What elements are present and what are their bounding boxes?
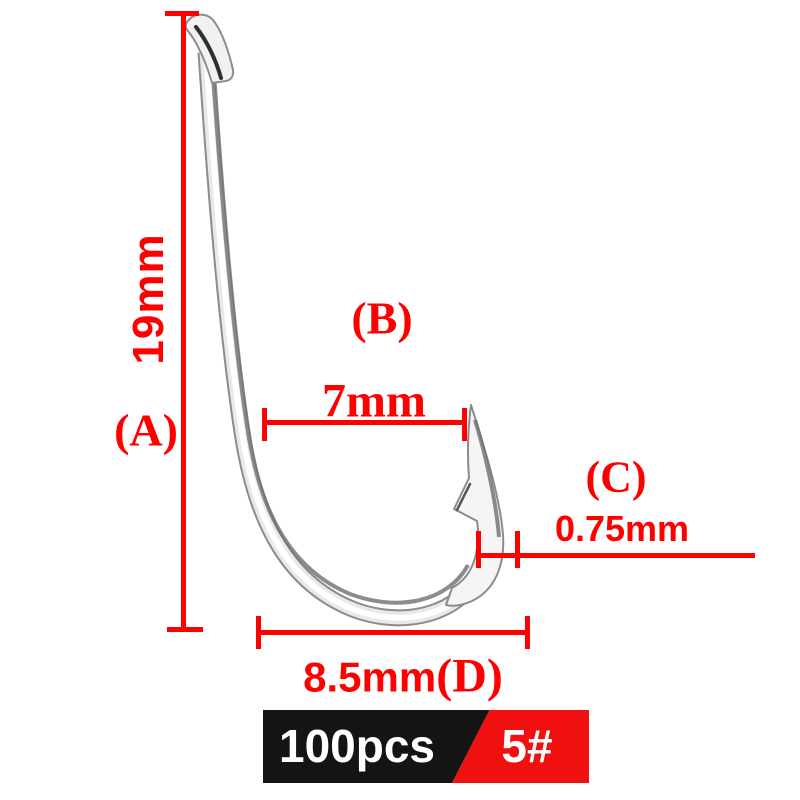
dim-b-tick-right (462, 408, 467, 441)
badge-quantity: 100pcs (278, 719, 436, 772)
dim-c-line (478, 553, 755, 558)
hook-eye (184, 13, 235, 84)
label-d: (D) (436, 649, 503, 703)
gap-value: 7mm (322, 374, 426, 428)
hook-point (445, 404, 505, 607)
hook-shank-and-bend (197, 51, 500, 627)
dim-b-line (264, 420, 466, 425)
dim-a-cap-top (165, 11, 199, 16)
dim-d-tick-right (525, 616, 530, 649)
metal-shading-streak (211, 74, 470, 605)
dim-b-tick-left (262, 408, 267, 441)
bend-width-value: 8.5mm (303, 653, 437, 701)
dim-c-tick-left (476, 531, 481, 568)
label-a: (A) (114, 404, 178, 456)
bend-width-label-group: 8.5mm(D) (303, 649, 503, 704)
length-value: 19mm (124, 233, 173, 365)
badge-hook-size: 5# (501, 719, 553, 772)
point-edge-shading (473, 419, 501, 538)
wire-diameter-value: 0.75mm (554, 508, 690, 549)
badge-black-panel (263, 710, 490, 783)
quantity-size-badge: 100pcs 5# (263, 710, 589, 783)
barb-slit (455, 482, 472, 512)
label-c: (C) (585, 452, 647, 502)
label-b: (B) (351, 292, 413, 344)
dim-a-line (181, 13, 186, 630)
dim-d-tick-left (256, 616, 261, 649)
dim-d-line (258, 630, 530, 635)
eye-slit (194, 25, 223, 80)
dim-a-cap-bottom (167, 627, 203, 632)
dim-c-tick-right (515, 531, 520, 568)
